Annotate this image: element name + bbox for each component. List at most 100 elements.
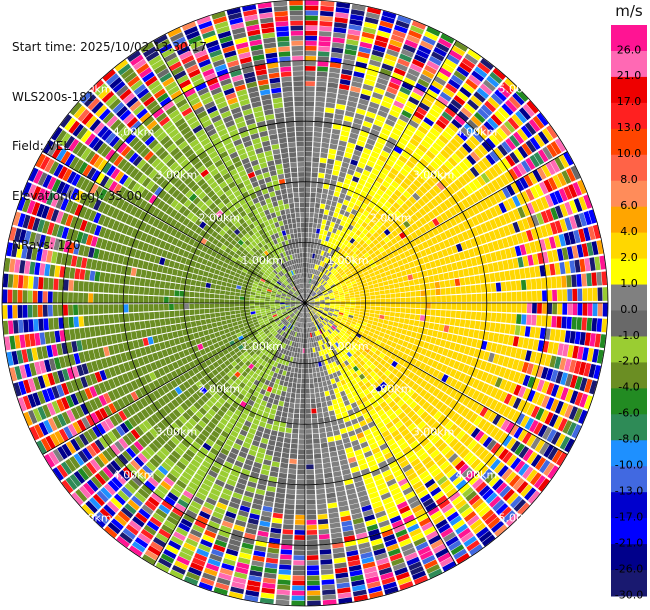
gate-cell: [296, 352, 300, 358]
gate-cell: [387, 358, 394, 365]
gate-cell: [319, 305, 325, 307]
gate-cell: [406, 142, 417, 152]
gate-cell: [582, 347, 589, 361]
gate-cell: [398, 239, 405, 247]
gate-cell: [368, 350, 375, 357]
gate-cell: [417, 271, 423, 279]
gate-cell: [501, 468, 513, 481]
gate-cell: [372, 360, 380, 367]
gate-cell: [314, 287, 319, 292]
gate-cell: [479, 406, 489, 417]
gate-cell: [450, 287, 456, 295]
gate-cell: [400, 132, 411, 142]
gate-cell: [394, 123, 405, 132]
gate-cell: [305, 61, 316, 66]
gate-cell: [458, 251, 466, 261]
gate-cell: [318, 46, 331, 52]
gate-cell: [308, 268, 311, 274]
gate-cell: [586, 348, 594, 362]
gate-cell: [350, 297, 356, 301]
gate-cell: [414, 148, 425, 157]
gate-cell: [380, 359, 387, 366]
gate-cell: [487, 117, 499, 130]
gate-cell: [316, 192, 322, 199]
gate-cell: [323, 209, 330, 216]
gate-cell: [305, 434, 313, 439]
gate-cell: [527, 389, 536, 402]
gate-cell: [390, 237, 398, 245]
gate-cell: [434, 281, 441, 289]
gate-cell: [339, 306, 345, 309]
gate-cell: [305, 257, 308, 263]
gate-cell: [409, 337, 416, 344]
gate-cell: [541, 164, 552, 178]
gate-cell: [385, 307, 391, 312]
gate-cell: [319, 306, 325, 308]
gate-cell: [494, 89, 507, 102]
gate-cell: [505, 471, 517, 484]
gate-cell: [583, 194, 593, 209]
gate-cell: [375, 176, 384, 184]
gate-cell: [374, 330, 381, 336]
gate-cell: [305, 45, 317, 51]
gate-cell: [324, 246, 330, 253]
gate-cell: [474, 275, 481, 284]
gate-cell: [317, 265, 322, 271]
gate-cell: [338, 248, 343, 254]
gate-cell: [270, 527, 282, 534]
gate-cell: [441, 383, 449, 393]
gate-cell: [445, 386, 454, 396]
gate-cell: [352, 192, 360, 200]
gate-cell: [321, 273, 326, 279]
gate-cell: [297, 373, 302, 379]
gate-cell: [465, 258, 473, 268]
gate-cell: [549, 159, 561, 173]
gate-cell: [332, 547, 345, 554]
gate-cell: [527, 490, 541, 504]
gate-cell: [387, 114, 398, 123]
gate-cell: [358, 46, 372, 54]
gate-cell: [477, 62, 491, 75]
gate-cell: [273, 507, 284, 514]
gate-cell: [306, 263, 309, 268]
gate-cell: [456, 352, 464, 362]
gate-cell: [305, 162, 312, 167]
gate-cell: [368, 133, 378, 142]
gate-cell: [305, 106, 314, 112]
gate-cell: [540, 225, 549, 238]
gate-cell: [403, 229, 411, 237]
gate-cell: [453, 134, 465, 145]
gate-cell: [530, 405, 540, 419]
gate-cell: [366, 138, 376, 146]
gate-cell: [489, 206, 498, 218]
gate-cell: [345, 300, 351, 303]
gate-cell: [448, 325, 455, 334]
gate-cell: [389, 109, 400, 118]
gate-cell: [337, 267, 342, 273]
gate-cell: [335, 319, 341, 323]
gate-cell: [451, 245, 458, 254]
gate-cell: [356, 333, 362, 339]
gate-cell: [403, 250, 411, 258]
gate-cell: [403, 318, 410, 325]
gate-cell: [572, 303, 578, 316]
gate-cell: [468, 347, 476, 357]
gate-cell: [346, 190, 354, 197]
gate-cell: [541, 277, 547, 289]
gate-cell: [408, 29, 423, 40]
gate-cell: [311, 279, 314, 285]
gate-cell: [470, 237, 478, 248]
gate-cell: [460, 241, 468, 251]
gate-cell: [456, 90, 469, 102]
gate-cell: [362, 83, 374, 92]
gate-cell: [462, 209, 471, 220]
gate-cell: [360, 214, 367, 221]
gate-cell: [516, 162, 527, 176]
gate-cell: [342, 315, 348, 319]
gate-cell: [313, 352, 317, 358]
gate-cell: [525, 279, 532, 290]
gate-cell: [314, 253, 318, 260]
gate-cell: [334, 293, 340, 297]
gate-cell: [429, 127, 441, 138]
gate-cell: [311, 172, 318, 178]
